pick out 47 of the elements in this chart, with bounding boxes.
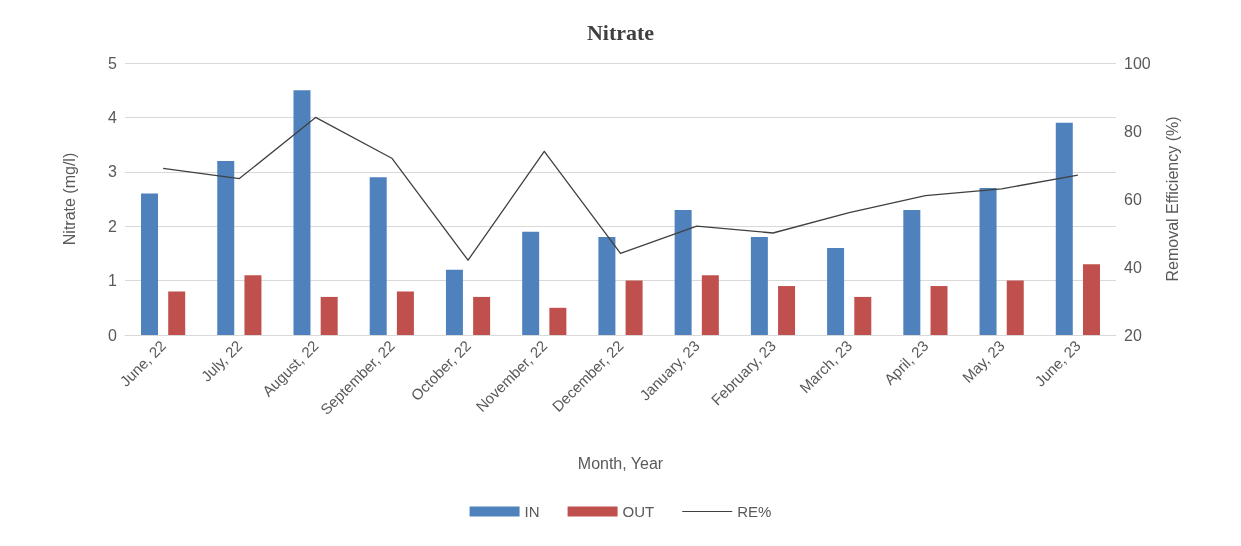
bar	[244, 275, 262, 335]
y-tick-label: 0	[108, 326, 118, 344]
y-axis-title: Nitrate (mg/l)	[60, 152, 78, 246]
bar	[778, 286, 796, 335]
bar	[903, 209, 921, 335]
y-tick-label: 4	[108, 108, 118, 126]
legend-label: OUT	[622, 503, 655, 520]
y2-axis-title: Removal Efficiency (%)	[1163, 116, 1181, 282]
bar	[396, 291, 414, 335]
bar	[674, 209, 692, 335]
legend-label: RE%	[737, 503, 772, 520]
bar	[549, 307, 567, 335]
bar	[320, 296, 338, 335]
bar	[598, 237, 616, 335]
y2-tick-label: 40	[1124, 258, 1142, 276]
bar	[750, 237, 768, 335]
y2-tick-label: 20	[1124, 326, 1142, 344]
y-tick-label: 1	[108, 272, 118, 290]
bar	[1006, 280, 1024, 335]
y2-tick-label: 100	[1124, 54, 1151, 72]
line-series	[162, 116, 1079, 261]
y2-tick-label: 80	[1124, 122, 1142, 140]
bar	[827, 247, 845, 335]
bar	[701, 275, 719, 335]
bar	[979, 188, 997, 335]
bar	[1055, 122, 1073, 335]
y-tick-label: 5	[108, 54, 118, 72]
bar	[217, 160, 235, 335]
bar	[930, 286, 948, 335]
bar	[522, 231, 540, 335]
bar	[854, 296, 872, 335]
x-tick-label: May, 23	[958, 336, 1008, 386]
y-tick-label: 3	[108, 163, 118, 181]
bar	[625, 280, 643, 335]
bar	[369, 177, 387, 335]
legend-label: IN	[524, 503, 540, 520]
bar	[473, 296, 491, 335]
x-axis-title: Month, Year	[577, 454, 664, 472]
chart-title: Nitrate	[586, 19, 655, 45]
bar	[293, 90, 311, 335]
bar	[141, 193, 159, 335]
bar	[445, 269, 463, 335]
y-tick-label: 2	[108, 217, 118, 235]
bar	[168, 291, 186, 335]
y2-tick-label: 60	[1124, 190, 1142, 208]
x-tick-label: July, 22	[197, 336, 246, 385]
bar	[1082, 264, 1100, 335]
